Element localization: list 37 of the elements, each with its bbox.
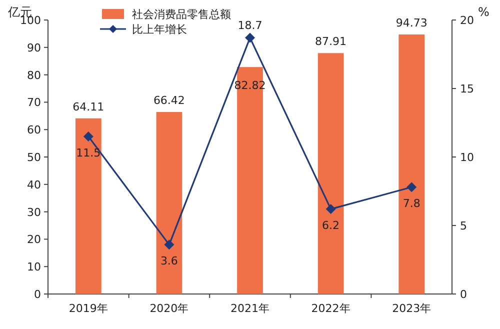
y-tick-label: 80 [27, 68, 41, 82]
y-tick-label: 0 [34, 288, 41, 301]
y-tick-label: 50 [27, 151, 41, 164]
x-tick-label: 2020年 [150, 302, 189, 315]
data-label: 18.7 [238, 18, 262, 32]
y2-tick-label: 0 [460, 288, 467, 301]
point [326, 204, 336, 214]
data-label: 3.6 [160, 254, 178, 268]
y2-tick-label: 5 [460, 220, 467, 232]
point [164, 240, 174, 250]
y-tick-label: 40 [27, 178, 41, 192]
data-label: 66.42 [153, 94, 185, 108]
data-label: 7.8 [402, 197, 420, 210]
y-tick-label: 60 [27, 124, 41, 137]
point [406, 182, 417, 192]
y2-tick-label: 15 [460, 82, 474, 96]
y2-tick-label: 20 [460, 14, 474, 27]
x-tick-label: 2021年 [230, 302, 270, 315]
legend-label: 社会消费品零售总额 [132, 8, 231, 21]
data-label: 64.11 [72, 100, 104, 114]
y2-axis-title: % [478, 5, 490, 19]
data-label: 94.73 [396, 16, 428, 30]
data-label: 6.2 [322, 219, 340, 232]
y2-tick-label: 10 [460, 151, 474, 164]
y-tick-label: 20 [27, 233, 41, 246]
point [83, 131, 94, 142]
data-label: 11.5 [76, 146, 101, 160]
y-tick-label: 30 [27, 206, 41, 219]
data-label: 87.91 [315, 35, 347, 48]
x-tick-label: 2023年 [392, 302, 432, 315]
legend-label: 比上年增长 [132, 23, 187, 36]
y-tick-label: 90 [27, 41, 41, 54]
y-tick-label: 70 [27, 96, 41, 110]
x-tick-label: 2022年 [311, 302, 350, 315]
y-tick-label: 10 [27, 260, 41, 274]
point [245, 32, 255, 43]
x-tick-label: 2019年 [68, 302, 108, 315]
